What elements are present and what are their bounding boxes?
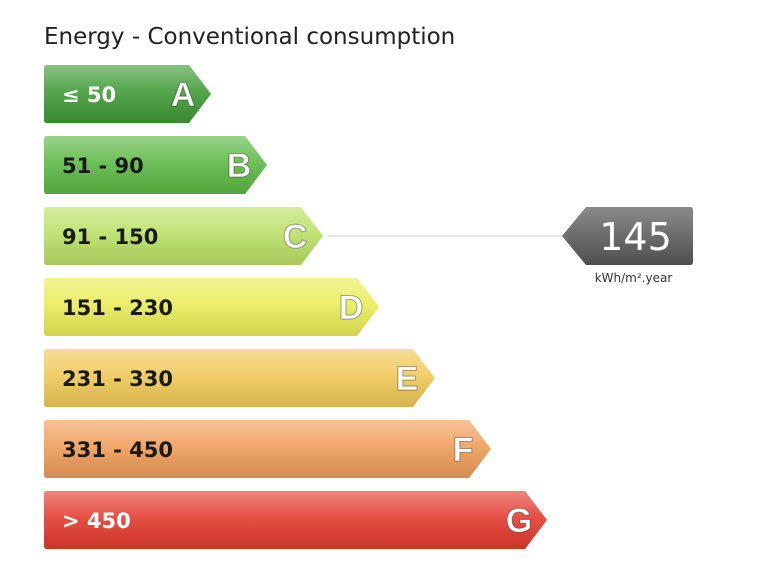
class-letter-d: D [339, 289, 364, 327]
bar-gloss-f [44, 420, 491, 478]
class-letter-c: C [283, 218, 308, 256]
rating-bar-g: > 450 G [44, 491, 547, 549]
bar-gloss-a [44, 65, 211, 123]
rating-bars: ≤ 50 A 51 - 90 B 91 - 150 C 151 - 230 D 231 - 33… [44, 65, 547, 549]
marker-arrow [562, 207, 693, 265]
current-value-unit: kWh/m².year [595, 271, 673, 285]
rating-bar-d: 151 - 230 D [44, 278, 379, 336]
bar-gloss-e [44, 349, 435, 407]
class-letter-e: E [396, 360, 419, 398]
range-label-a: ≤ 50 [62, 83, 116, 107]
range-label-c: 91 - 150 [62, 225, 158, 249]
range-label-b: 51 - 90 [62, 154, 144, 178]
class-letter-f: F [453, 431, 474, 469]
class-letter-a: A [171, 76, 196, 114]
rating-bar-a: ≤ 50 A [44, 65, 211, 123]
bar-gloss-b [44, 136, 267, 194]
rating-bar-e: 231 - 330 E [44, 349, 435, 407]
range-label-d: 151 - 230 [62, 296, 173, 320]
rating-bar-c: 91 - 150 C [44, 207, 323, 265]
rating-bar-b: 51 - 90 B [44, 136, 267, 194]
bar-gloss-c [44, 207, 323, 265]
class-letter-g: G [506, 502, 532, 540]
chart-title: Energy - Conventional consumption [44, 24, 456, 50]
range-label-e: 231 - 330 [62, 367, 173, 391]
range-label-g: > 450 [62, 509, 131, 533]
current-value-marker: 145 kWh/m².year [327, 207, 693, 285]
current-value: 145 [599, 215, 672, 259]
class-letter-b: B [227, 147, 252, 185]
rating-bar-f: 331 - 450 F [44, 420, 491, 478]
range-label-f: 331 - 450 [62, 438, 173, 462]
bar-gloss-g [44, 491, 547, 549]
bar-gloss-d [44, 278, 379, 336]
